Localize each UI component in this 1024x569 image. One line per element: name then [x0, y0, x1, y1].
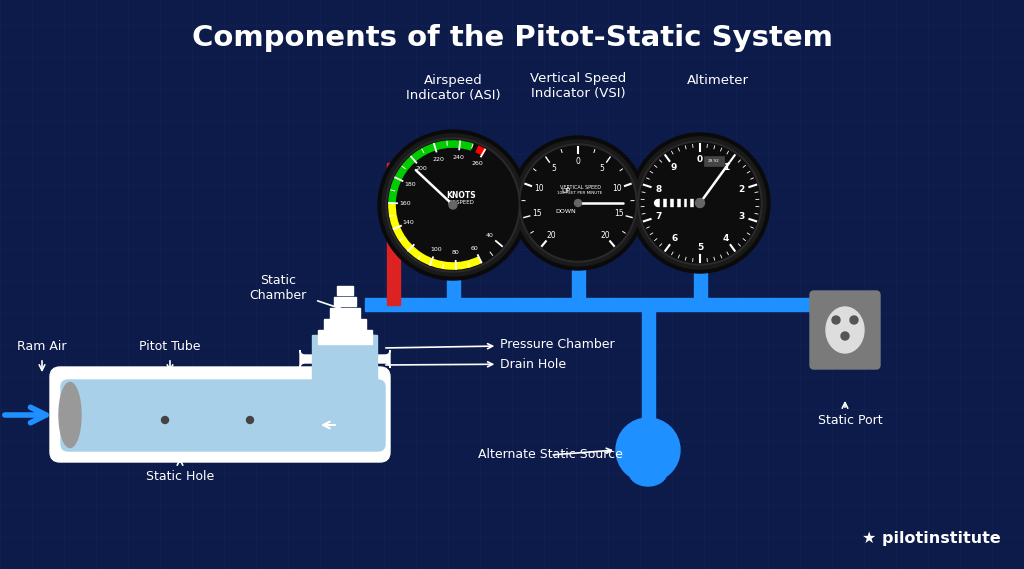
Ellipse shape	[629, 458, 667, 486]
Circle shape	[616, 418, 680, 482]
Text: 160: 160	[399, 201, 411, 206]
Bar	[839, 299, 852, 315]
Circle shape	[449, 201, 457, 209]
FancyBboxPatch shape	[810, 291, 880, 369]
Ellipse shape	[59, 382, 81, 447]
Text: 40: 40	[485, 233, 494, 238]
Text: Static Port: Static Port	[818, 414, 883, 427]
Text: 10: 10	[612, 184, 623, 193]
Text: 10: 10	[534, 184, 544, 193]
Text: 0: 0	[697, 155, 703, 163]
Text: Airspeed
Indicator (ASI): Airspeed Indicator (ASI)	[406, 74, 501, 102]
Text: ★ pilotinstitute: ★ pilotinstitute	[862, 530, 1000, 546]
Text: 220: 220	[433, 156, 444, 162]
Text: 5: 5	[697, 242, 703, 251]
Bar	[365, 298, 845, 311]
Circle shape	[247, 417, 254, 423]
Text: 9: 9	[671, 163, 677, 172]
Circle shape	[630, 133, 770, 273]
Circle shape	[521, 146, 635, 260]
Text: 180: 180	[403, 182, 416, 187]
Circle shape	[382, 134, 524, 276]
Circle shape	[831, 316, 840, 324]
Text: UP: UP	[561, 188, 570, 194]
Text: KNOTS: KNOTS	[446, 191, 476, 200]
Bar	[387, 163, 453, 176]
FancyBboxPatch shape	[50, 367, 390, 462]
FancyBboxPatch shape	[61, 380, 385, 451]
Ellipse shape	[826, 307, 864, 353]
Circle shape	[841, 332, 849, 340]
Circle shape	[386, 138, 520, 272]
Bar	[694, 263, 707, 305]
Text: Pitot Tube: Pitot Tube	[139, 340, 201, 353]
Text: 60: 60	[470, 245, 478, 250]
Text: 80: 80	[452, 250, 459, 255]
Bar	[705, 156, 724, 166]
Text: 100 FEET PER MINUTE: 100 FEET PER MINUTE	[557, 191, 603, 195]
FancyBboxPatch shape	[300, 350, 390, 368]
Text: 2: 2	[738, 185, 745, 194]
Circle shape	[515, 140, 641, 266]
Text: 200: 200	[416, 166, 427, 171]
Text: DOWN: DOWN	[556, 209, 577, 214]
Circle shape	[388, 140, 518, 270]
Text: 0: 0	[575, 156, 581, 166]
Bar	[328, 335, 375, 380]
Bar	[334, 297, 356, 306]
Text: Drain Hole: Drain Hole	[386, 357, 566, 370]
Circle shape	[695, 199, 705, 208]
Text: 15: 15	[613, 209, 624, 218]
Circle shape	[519, 144, 637, 262]
Circle shape	[162, 417, 169, 423]
Text: 29.92: 29.92	[709, 159, 720, 163]
Text: Altimeter: Altimeter	[687, 73, 749, 86]
Bar	[337, 286, 353, 295]
Text: 100: 100	[430, 248, 441, 252]
Text: 20: 20	[600, 230, 610, 240]
Text: 3: 3	[738, 212, 745, 221]
Text: 260: 260	[471, 161, 483, 166]
Text: 4: 4	[723, 234, 729, 243]
Bar	[572, 260, 585, 305]
Circle shape	[511, 136, 645, 270]
Bar	[642, 299, 655, 430]
Text: AIRSPEED: AIRSPEED	[447, 200, 474, 205]
Circle shape	[638, 141, 762, 265]
Circle shape	[640, 143, 760, 263]
Text: Pressure Chamber: Pressure Chamber	[386, 339, 614, 352]
Bar	[387, 170, 400, 305]
Text: 6: 6	[671, 234, 677, 243]
Text: 8: 8	[655, 185, 662, 194]
Text: VERTICAL SPEED: VERTICAL SPEED	[559, 185, 600, 190]
Text: 1: 1	[723, 163, 729, 172]
Circle shape	[574, 200, 582, 207]
Bar	[312, 335, 377, 380]
Text: 15: 15	[532, 209, 543, 218]
Text: Vertical Speed
Indicator (VSI): Vertical Speed Indicator (VSI)	[529, 72, 626, 100]
Text: 7: 7	[655, 212, 662, 221]
Text: 140: 140	[402, 220, 415, 225]
Text: 5: 5	[600, 164, 604, 173]
Bar	[330, 308, 360, 319]
Text: 5: 5	[552, 164, 556, 173]
Bar	[447, 270, 460, 305]
Text: 240: 240	[453, 155, 464, 160]
Text: 20: 20	[546, 230, 556, 240]
Text: Static
Chamber: Static Chamber	[250, 274, 306, 302]
Text: Components of the Pitot-Static System: Components of the Pitot-Static System	[191, 24, 833, 52]
Text: Ram Air: Ram Air	[17, 340, 67, 353]
Circle shape	[378, 130, 528, 280]
Text: Alternate Static Source: Alternate Static Source	[478, 448, 623, 461]
Circle shape	[850, 316, 858, 324]
Circle shape	[634, 137, 766, 269]
Bar	[318, 330, 372, 344]
Text: Static Hole: Static Hole	[145, 471, 214, 484]
Bar	[324, 319, 366, 330]
